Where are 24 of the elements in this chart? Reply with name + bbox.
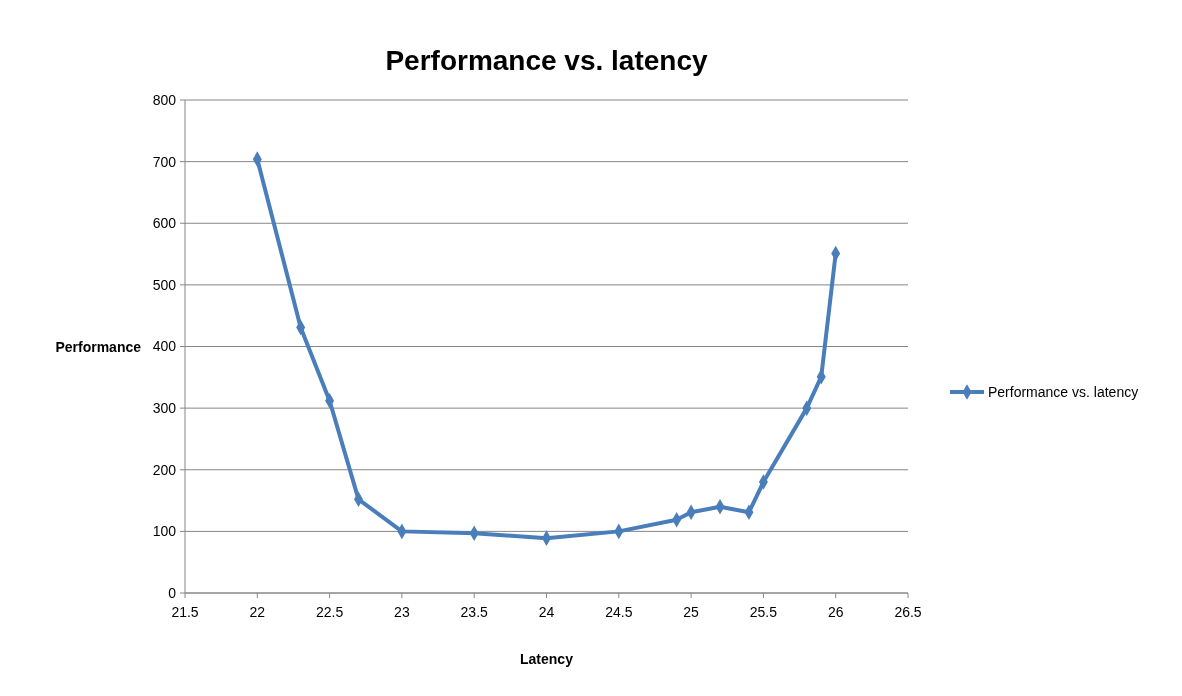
x-tick-label: 25.5 — [749, 604, 778, 620]
x-tick-label: 26 — [827, 604, 844, 620]
y-tick-label: 300 — [152, 400, 177, 417]
x-tick-label: 24 — [538, 604, 555, 620]
x-tick-label: 22.5 — [315, 604, 344, 620]
y-tick-label: 500 — [152, 276, 177, 293]
x-axis-title: Latency — [520, 651, 574, 667]
x-tick-label: 22 — [249, 604, 266, 620]
x-tick-label: 26.5 — [894, 604, 922, 620]
y-tick-label: 800 — [152, 91, 177, 108]
y-tick-label: 600 — [152, 215, 177, 232]
y-tick-label: 700 — [152, 153, 177, 170]
y-tick-label: 100 — [152, 523, 177, 540]
y-tick-label: 0 — [168, 584, 177, 601]
chart-title: Performance vs. latency — [385, 45, 709, 76]
y-tick-label: 400 — [152, 338, 177, 355]
x-tick-label: 23.5 — [460, 604, 489, 620]
x-tick-label: 23 — [394, 604, 410, 620]
y-tick-label: 200 — [152, 461, 177, 478]
y-axis-title: Performance — [55, 339, 142, 356]
x-tick-label: 21.5 — [171, 604, 199, 620]
x-tick-label: 24.5 — [605, 604, 633, 620]
legend-label: Performance vs. latency — [988, 383, 1139, 400]
x-tick-label: 25 — [683, 604, 700, 620]
